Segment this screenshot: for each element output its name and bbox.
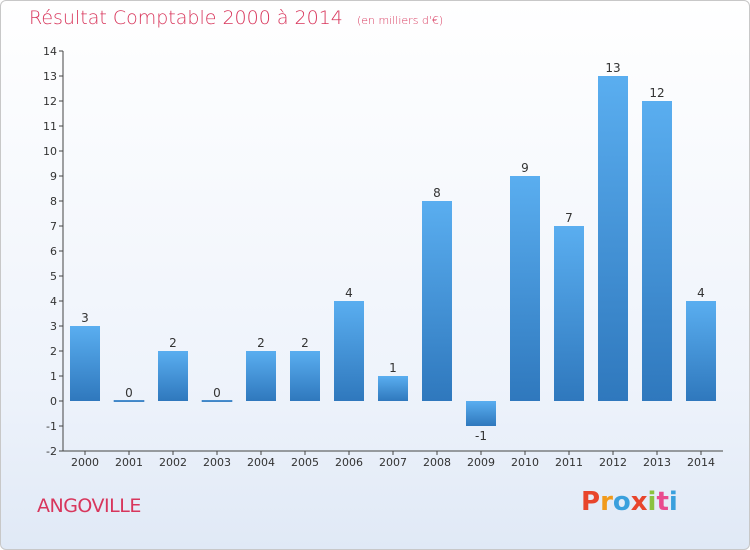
bar-value-label: -1: [475, 429, 487, 443]
bar-value-label: 4: [697, 286, 705, 300]
bar: [290, 351, 320, 401]
bar: [598, 76, 628, 401]
proxiti-logo: Proxiti: [581, 487, 678, 517]
x-tick-label: 2001: [115, 456, 143, 469]
bar: [510, 176, 540, 401]
bar-value-label: 9: [521, 161, 529, 175]
chart-title-text: Résultat Comptable 2000 à 2014: [29, 7, 343, 29]
bar: [201, 400, 233, 402]
bar: [686, 301, 716, 401]
data-labels: 3 0 2 0 2 2 4 1 8 -1 9 7 13 12 4: [81, 61, 705, 443]
bar-value-label: 8: [433, 186, 441, 200]
x-tick-label: 2012: [599, 456, 627, 469]
bar: [113, 400, 145, 402]
x-tick-label: 2000: [71, 456, 99, 469]
bar: [642, 101, 672, 401]
y-tick-label: 9: [50, 170, 57, 183]
chart-title: Résultat Comptable 2000 à 2014 (en milli…: [29, 7, 443, 29]
x-tick-label: 2004: [247, 456, 275, 469]
y-tick-label: 3: [50, 320, 57, 333]
bar-value-label: 0: [213, 386, 221, 400]
bar: [334, 301, 364, 401]
y-tick-label: 1: [50, 370, 57, 383]
y-tick-label: 0: [50, 395, 57, 408]
x-tick-label: 2003: [203, 456, 231, 469]
bar-value-label: 2: [301, 336, 309, 350]
logo-letter: x: [630, 487, 648, 517]
bar-value-label: 4: [345, 286, 353, 300]
x-tick-label: 2010: [511, 456, 539, 469]
y-tick-label: 7: [50, 220, 57, 233]
logo-letter: r: [600, 487, 613, 517]
bar: [158, 351, 188, 401]
logo-letter: P: [581, 487, 601, 517]
x-tick-label: 2007: [379, 456, 407, 469]
y-tick-label: 12: [43, 95, 57, 108]
y-tick-label: 6: [50, 245, 57, 258]
bar: [422, 201, 452, 401]
x-tick-label: 2002: [159, 456, 187, 469]
bar: [246, 351, 276, 401]
y-tick-label: 10: [43, 145, 57, 158]
y-tick-label: -1: [46, 420, 57, 433]
bar-value-label: 13: [605, 61, 620, 75]
bar-value-label: 2: [169, 336, 177, 350]
y-tick-label: 14: [43, 45, 57, 58]
bars: [70, 76, 716, 426]
bar-value-label: 1: [389, 361, 397, 375]
bar-value-label: 3: [81, 311, 89, 325]
y-tick-label: 8: [50, 195, 57, 208]
x-tick-label: 2014: [687, 456, 715, 469]
bar: [554, 226, 584, 401]
x-tick-label: 2008: [423, 456, 451, 469]
bar-value-label: 0: [125, 386, 133, 400]
y-tick-label: 4: [50, 295, 57, 308]
bar: [70, 326, 100, 401]
bar: [378, 376, 408, 401]
logo-letter: i: [668, 487, 678, 517]
x-tick-label: 2006: [335, 456, 363, 469]
y-tick-label: 5: [50, 270, 57, 283]
x-tick-label: 2011: [555, 456, 583, 469]
logo-letter: o: [612, 487, 631, 517]
x-tick-label: 2009: [467, 456, 495, 469]
logo-letter: t: [656, 487, 669, 517]
x-tick-label: 2013: [643, 456, 671, 469]
y-tick-label: 13: [43, 70, 57, 83]
bar-value-label: 7: [565, 211, 573, 225]
bar-value-label: 12: [649, 86, 664, 100]
y-tick-label: -2: [46, 445, 57, 458]
y-tick-label: 2: [50, 345, 57, 358]
logo-letter: i: [647, 487, 657, 517]
y-tick-label: 11: [43, 120, 57, 133]
bar-value-label: 2: [257, 336, 265, 350]
x-tick-label: 2005: [291, 456, 319, 469]
chart-unit-note: (en milliers d'€): [356, 14, 444, 27]
commune-name: ANGOVILLE: [37, 495, 141, 517]
bar: [466, 401, 496, 426]
